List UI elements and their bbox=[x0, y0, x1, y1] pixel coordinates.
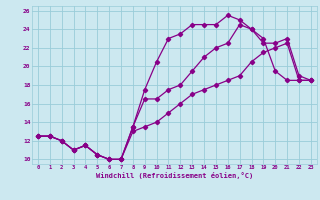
X-axis label: Windchill (Refroidissement éolien,°C): Windchill (Refroidissement éolien,°C) bbox=[96, 172, 253, 179]
